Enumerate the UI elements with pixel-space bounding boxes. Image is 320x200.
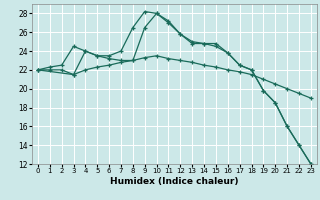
X-axis label: Humidex (Indice chaleur): Humidex (Indice chaleur) [110,177,239,186]
